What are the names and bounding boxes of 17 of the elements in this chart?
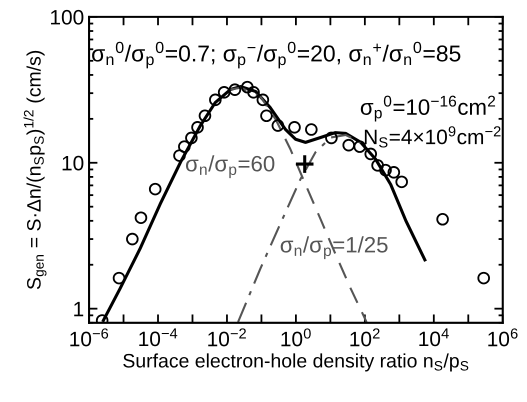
y-tick-label: 1 (74, 302, 84, 316)
y-tick-label: 100 (51, 10, 84, 25)
annotation: N$_{S}$=4×10$^{9}$cm$^{−2}$ (364, 126, 500, 148)
annotation: σ$_{p}$$^{0}$=10$^{−16}$cm$^{2}$ (360, 96, 496, 122)
x-tick-label: 10$^{−4}$ (139, 328, 178, 346)
x-tick-label: 10$^{2}$ (350, 328, 380, 346)
x-tick-label: 10$^{4}$ (419, 328, 449, 346)
text: σ$_{n}$$^{0}$/σ$_{p}$$^{0}$=0.7; σ$_{p}$$^{−}$/σ$_{p}$$^{0}$=20, σ$_{n}$$^{+}$/σ$_{n}$$^{0}$=85 (92, 42, 460, 68)
x-tick-label: 10$^{6}$ (488, 328, 518, 346)
annotation: σ$_{n}$/σ$_{p}$=60 (186, 155, 274, 178)
annotation: σ$_{n}$/σ$_{p}$=1/25 (280, 236, 388, 260)
x-tick-label: 10$^{0}$ (281, 328, 311, 346)
text: S$_{gen}$ = S·Δn/(n$_{S}$p$_{S}$)$^{1/2}$ (cm/s) (24, 50, 46, 290)
x-tick-label: 10$^{−2}$ (208, 328, 246, 346)
y-tick-label: 10 (62, 156, 84, 171)
x-tick-label: 10$^{−6}$ (70, 328, 108, 346)
x-axis-title: Surface electron-hole density ratio n$_{S}$/p$_{S}$ (123, 353, 468, 372)
